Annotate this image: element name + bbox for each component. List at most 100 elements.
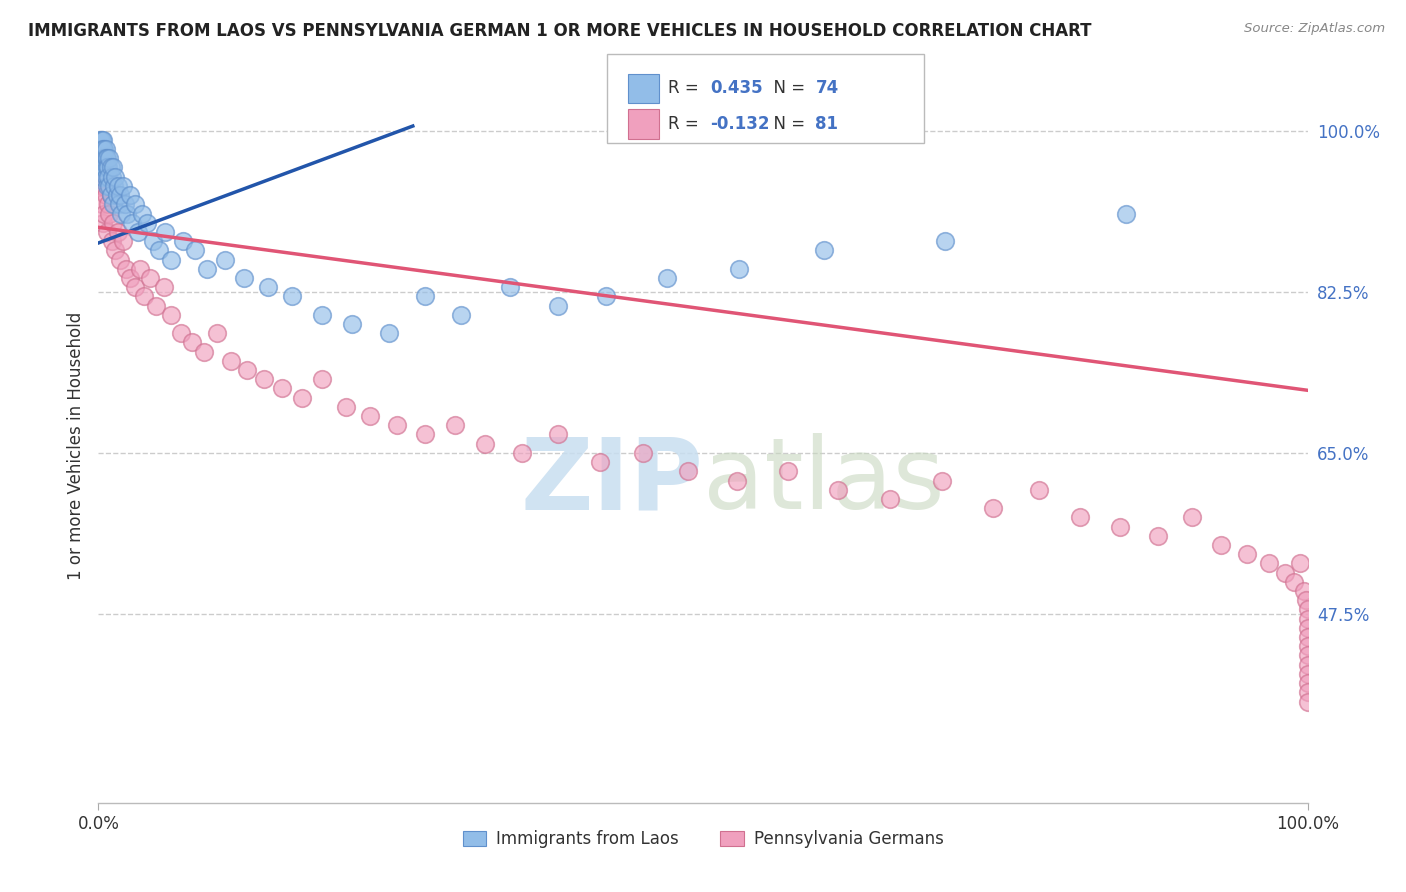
Point <box>104 169 127 184</box>
Point <box>131 206 153 220</box>
Point <box>1296 666 1319 681</box>
Point <box>103 178 125 193</box>
Point <box>214 252 236 267</box>
Point <box>1296 694 1319 708</box>
Point <box>124 197 146 211</box>
Point <box>595 289 617 303</box>
Point <box>96 178 118 193</box>
Point <box>108 197 131 211</box>
Point <box>91 161 114 175</box>
Point <box>90 133 112 147</box>
Point <box>91 161 114 175</box>
Point <box>547 427 569 442</box>
Point <box>934 234 956 248</box>
Point <box>111 234 134 248</box>
Point <box>193 344 215 359</box>
Point <box>474 436 496 450</box>
Text: -0.132: -0.132 <box>710 115 769 133</box>
Point <box>90 151 112 165</box>
Point <box>236 363 259 377</box>
Point <box>107 225 129 239</box>
Point <box>1296 602 1319 616</box>
Point <box>96 169 118 184</box>
Point <box>1180 510 1202 524</box>
Point <box>134 289 156 303</box>
Point <box>93 151 115 165</box>
Point <box>100 188 122 202</box>
Point <box>1296 630 1319 644</box>
Point <box>101 161 124 175</box>
Point <box>111 178 134 193</box>
Point <box>135 216 157 230</box>
Text: 0.435: 0.435 <box>710 79 762 97</box>
Point <box>981 501 1004 516</box>
Point <box>100 169 122 184</box>
Point <box>108 252 131 267</box>
Legend: Immigrants from Laos, Pennsylvania Germans: Immigrants from Laos, Pennsylvania Germa… <box>456 824 950 855</box>
Text: R =: R = <box>668 115 704 133</box>
Point <box>160 252 183 267</box>
Point <box>1289 557 1312 571</box>
Point <box>1146 529 1168 543</box>
Text: 81: 81 <box>815 115 838 133</box>
Point <box>1236 547 1258 561</box>
Point <box>1296 648 1319 663</box>
Point <box>160 308 183 322</box>
Point <box>931 474 953 488</box>
Point <box>91 142 114 156</box>
Point <box>1296 676 1319 690</box>
Point <box>153 225 176 239</box>
Point <box>127 225 149 239</box>
Point <box>91 151 114 165</box>
Point <box>655 271 678 285</box>
Point <box>678 464 700 478</box>
Point <box>97 169 120 184</box>
Point <box>271 381 294 395</box>
Point <box>631 446 654 460</box>
Point <box>114 197 136 211</box>
Point <box>94 188 117 202</box>
Point <box>96 225 118 239</box>
Point <box>813 244 835 258</box>
Point <box>108 188 131 202</box>
Point <box>1296 640 1319 654</box>
Point <box>105 188 128 202</box>
Text: N =: N = <box>763 115 811 133</box>
Point <box>142 234 165 248</box>
Point <box>1296 657 1319 672</box>
Point <box>90 161 112 175</box>
Point <box>1292 584 1315 599</box>
Point <box>89 151 111 165</box>
Point <box>93 161 115 175</box>
Point <box>101 197 124 211</box>
Point <box>311 372 333 386</box>
Point <box>879 491 901 506</box>
Point <box>93 178 115 193</box>
Point <box>100 234 122 248</box>
Point <box>510 446 533 460</box>
Point <box>91 169 114 184</box>
Point <box>93 206 115 220</box>
Point <box>450 308 472 322</box>
Point <box>89 133 111 147</box>
Point <box>728 261 751 276</box>
Point <box>827 483 849 497</box>
Point <box>1028 483 1050 497</box>
Point <box>172 234 194 248</box>
Point <box>444 418 467 433</box>
Point <box>118 188 141 202</box>
Point <box>1274 566 1296 580</box>
Point <box>195 261 218 276</box>
Point <box>91 216 114 230</box>
Point <box>91 197 114 211</box>
Point <box>98 206 121 220</box>
Point <box>94 142 117 156</box>
Point <box>118 271 141 285</box>
Point <box>413 427 436 442</box>
Point <box>205 326 228 341</box>
Point <box>1115 206 1137 220</box>
Point <box>385 418 408 433</box>
Point <box>1069 510 1091 524</box>
Text: ZIP: ZIP <box>520 434 703 530</box>
Point <box>139 271 162 285</box>
